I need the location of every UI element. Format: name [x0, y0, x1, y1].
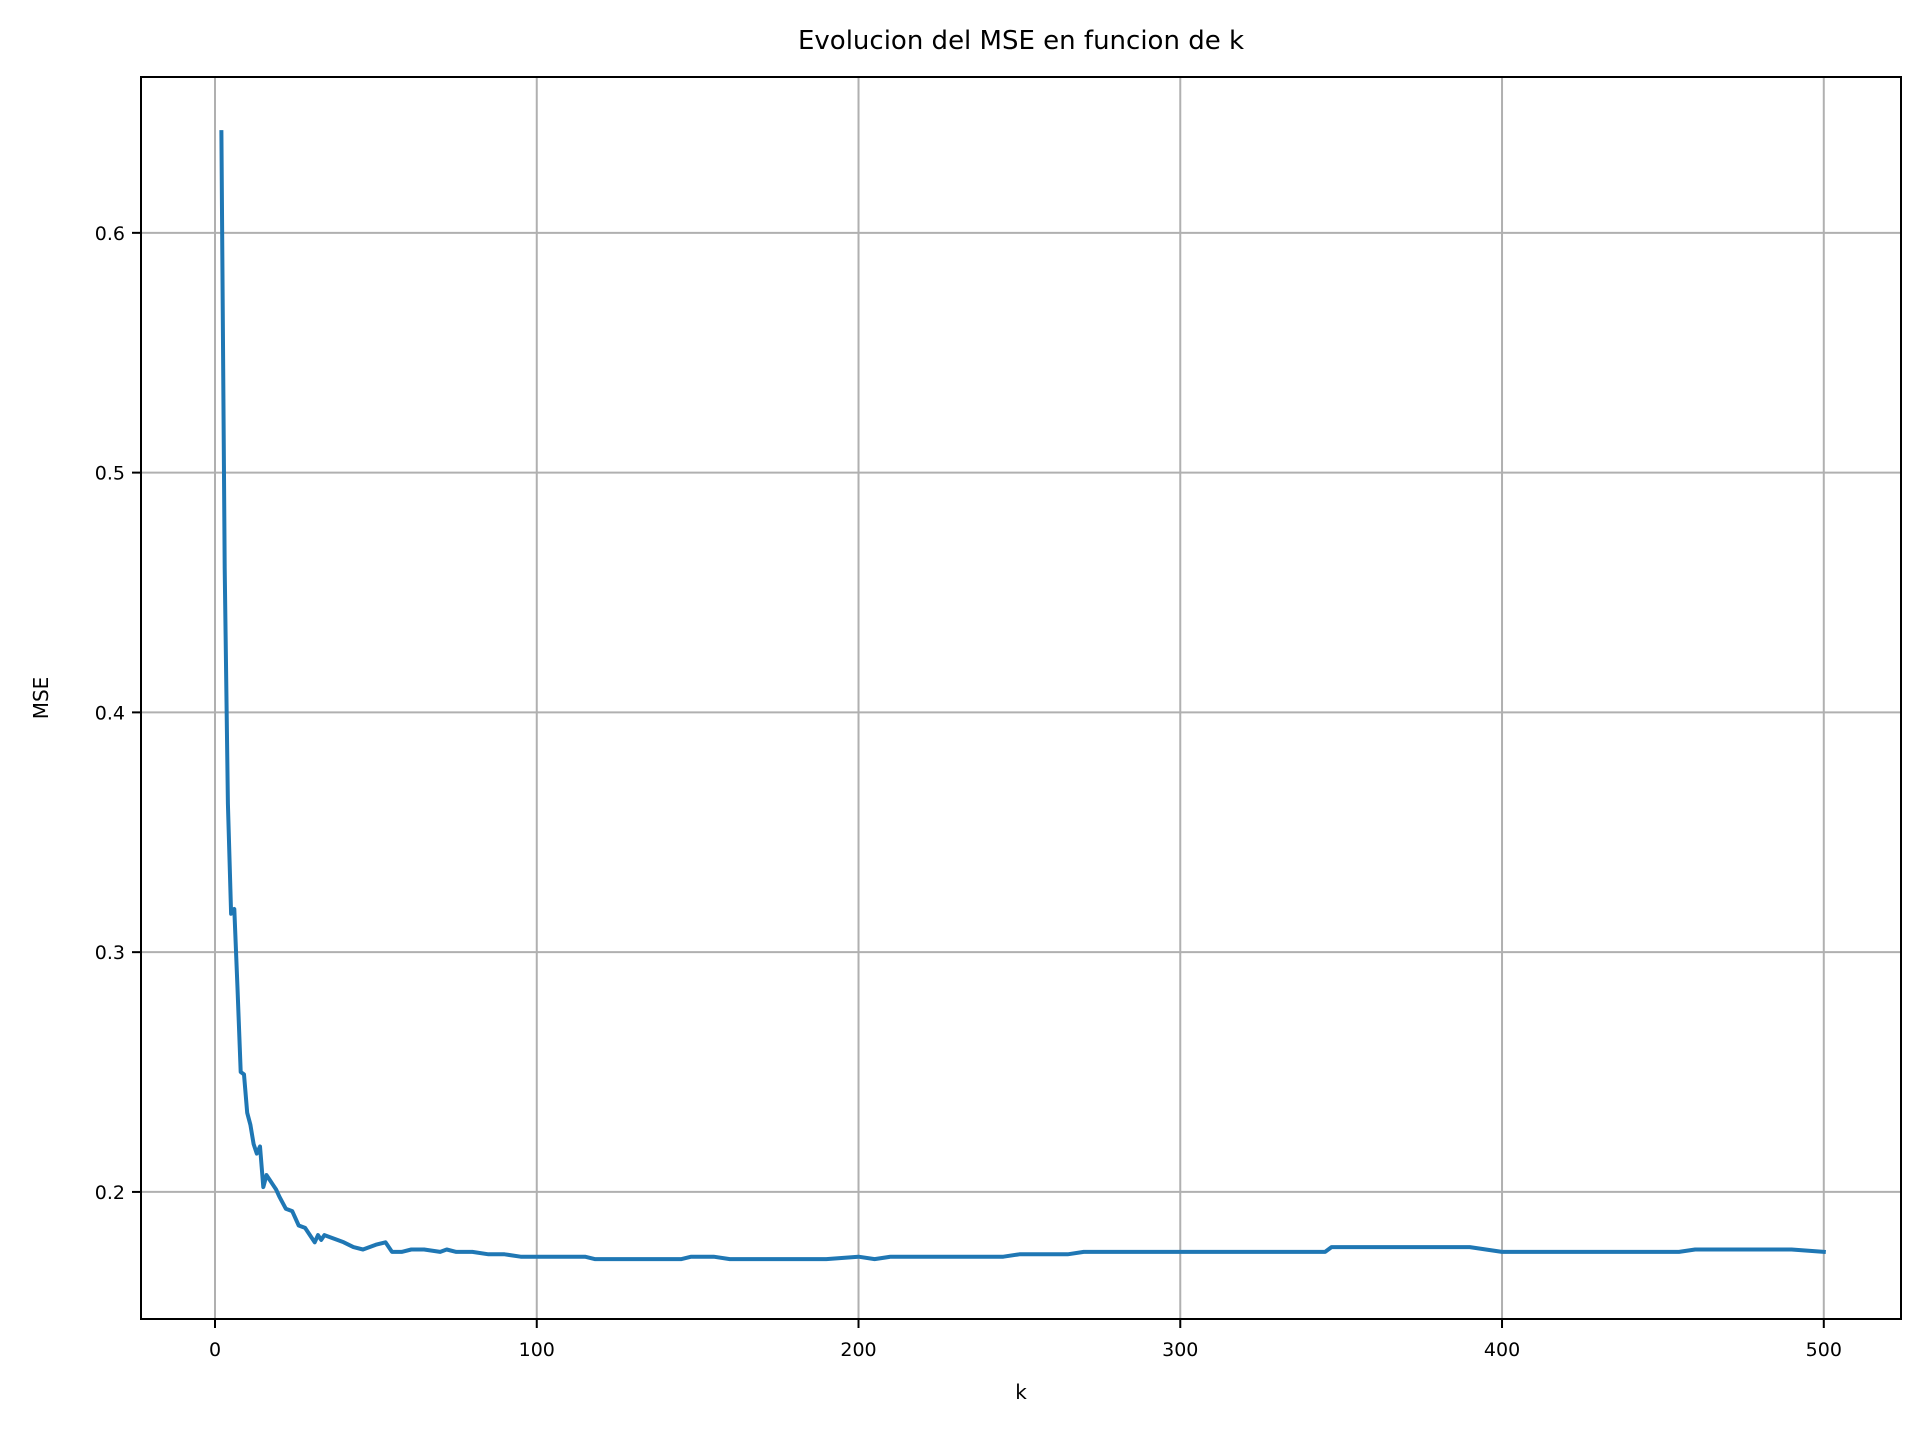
- y-tick-label: 0.3: [95, 942, 125, 964]
- x-tick-label: 300: [1162, 1339, 1198, 1361]
- x-tick-label: 200: [840, 1339, 876, 1361]
- y-tick-label: 0.4: [95, 702, 125, 724]
- x-tick-label: 500: [1806, 1339, 1842, 1361]
- x-tick-label: 400: [1484, 1339, 1520, 1361]
- chart-title: Evolucion del MSE en funcion de k: [798, 26, 1244, 56]
- x-tick-label: 100: [519, 1339, 555, 1361]
- x-axis-label: k: [1015, 1380, 1027, 1404]
- y-tick-label: 0.5: [95, 463, 125, 485]
- ticks: 0 100 200 300 400 500 0.2 0.3 0.4 0.5 0.6: [95, 223, 1842, 1361]
- y-tick-label: 0.6: [95, 223, 125, 245]
- series-layer: [219, 130, 1826, 1262]
- y-axis-label: MSE: [29, 677, 53, 720]
- x-tick-label: 0: [209, 1339, 221, 1361]
- plot-frame: [140, 76, 1902, 1320]
- grid: [141, 77, 1901, 1319]
- y-tick-label: 0.2: [95, 1182, 125, 1204]
- series-line-0: [219, 130, 1826, 1262]
